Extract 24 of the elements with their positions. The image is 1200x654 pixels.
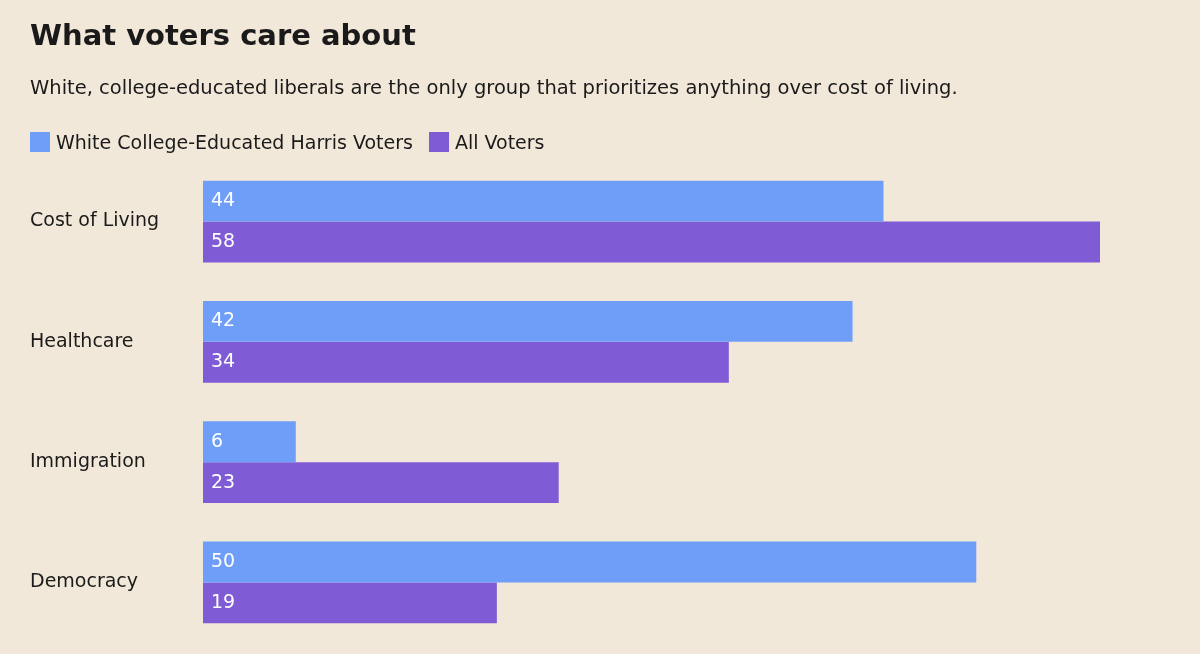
- y-tick-label: Cost of Living: [30, 208, 160, 231]
- bar: [203, 421, 296, 463]
- data-label: 44: [211, 188, 236, 211]
- data-label: 23: [211, 469, 236, 492]
- bar: [203, 462, 559, 504]
- y-tick-label: Immigration: [30, 449, 146, 472]
- chart-title: What voters care about: [30, 18, 416, 52]
- bar: [203, 341, 729, 383]
- legend-label: White College-Educated Harris Voters: [56, 131, 413, 153]
- bar: [203, 300, 853, 342]
- data-label: 42: [211, 308, 236, 331]
- bar: [203, 541, 977, 583]
- data-label: 19: [211, 589, 236, 612]
- y-tick-label: Democracy: [30, 569, 139, 592]
- data-label: 34: [211, 349, 236, 372]
- data-label: 58: [211, 228, 236, 251]
- legend-label: All Voters: [454, 131, 545, 153]
- bar: [203, 221, 1100, 263]
- data-label: 6: [211, 428, 224, 451]
- bar: [203, 582, 497, 624]
- data-label: 50: [211, 548, 236, 571]
- bar: [203, 180, 884, 222]
- chart-subtitle: White, college-educated liberals are the only group that prioritizes anything over cost of living.: [30, 76, 958, 99]
- y-tick-label: Healthcare: [30, 328, 134, 351]
